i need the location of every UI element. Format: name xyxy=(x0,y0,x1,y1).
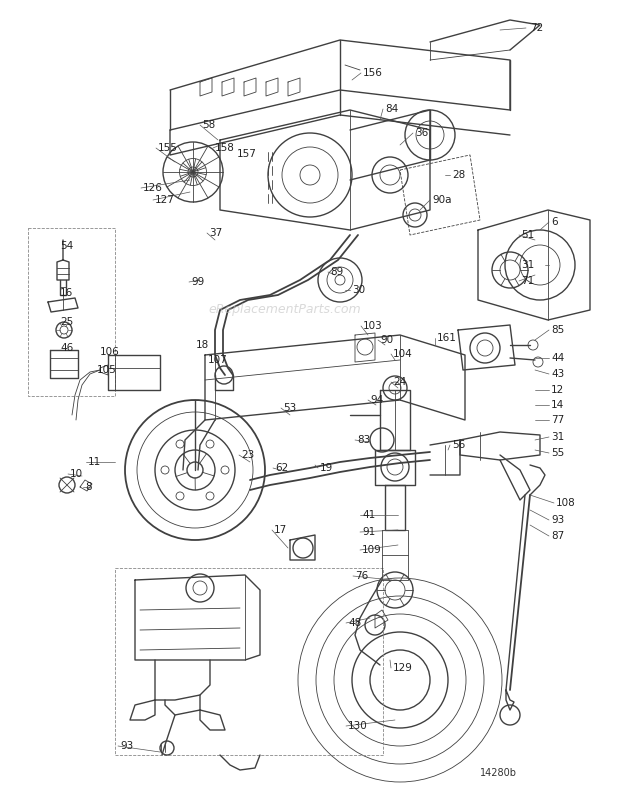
Text: 157: 157 xyxy=(237,149,257,159)
Text: 31: 31 xyxy=(521,260,534,270)
Text: 46: 46 xyxy=(60,343,73,353)
Text: 93: 93 xyxy=(120,741,133,751)
Text: 12: 12 xyxy=(551,385,564,395)
Text: 127: 127 xyxy=(155,195,175,205)
Text: 19: 19 xyxy=(320,463,334,473)
Text: 54: 54 xyxy=(60,241,73,251)
Text: 161: 161 xyxy=(437,333,457,343)
Text: 44: 44 xyxy=(551,353,564,363)
Text: 90a: 90a xyxy=(432,195,451,205)
Text: 10: 10 xyxy=(70,469,83,479)
Text: 58: 58 xyxy=(202,120,215,130)
Text: 107: 107 xyxy=(208,355,228,365)
Text: 126: 126 xyxy=(143,183,163,193)
Text: 62: 62 xyxy=(275,463,288,473)
Text: 55: 55 xyxy=(551,448,564,458)
Text: 23: 23 xyxy=(241,450,254,460)
Text: 156: 156 xyxy=(363,68,383,78)
Text: 16: 16 xyxy=(60,288,73,298)
Text: 93: 93 xyxy=(551,515,564,525)
Text: 53: 53 xyxy=(283,403,296,413)
Text: 99: 99 xyxy=(191,277,204,287)
Text: 129: 129 xyxy=(393,663,413,673)
Text: 24: 24 xyxy=(393,377,406,387)
Text: 25: 25 xyxy=(60,317,73,327)
Text: 84: 84 xyxy=(385,104,398,114)
Text: 76: 76 xyxy=(355,571,368,581)
Text: 89: 89 xyxy=(330,267,343,277)
Text: 17: 17 xyxy=(274,525,287,535)
Text: 8: 8 xyxy=(85,482,92,492)
Text: 56: 56 xyxy=(452,440,465,450)
Text: 130: 130 xyxy=(348,721,368,731)
Text: 48: 48 xyxy=(348,618,361,628)
Text: 77: 77 xyxy=(551,415,564,425)
Text: 28: 28 xyxy=(452,170,465,180)
Text: 155: 155 xyxy=(158,143,178,153)
Text: 14280b: 14280b xyxy=(480,768,517,778)
Text: 158: 158 xyxy=(215,143,235,153)
Text: 109: 109 xyxy=(362,545,382,555)
Text: 11: 11 xyxy=(88,457,101,467)
Text: 37: 37 xyxy=(209,228,222,238)
Text: 30: 30 xyxy=(352,285,365,295)
Text: 108: 108 xyxy=(556,498,576,508)
Text: 31: 31 xyxy=(551,432,564,442)
Text: 87: 87 xyxy=(551,531,564,541)
Text: 90: 90 xyxy=(380,335,393,345)
Text: 41: 41 xyxy=(362,510,375,520)
Text: 85: 85 xyxy=(551,325,564,335)
Text: 83: 83 xyxy=(357,435,370,445)
Text: 103: 103 xyxy=(363,321,383,331)
Text: 106: 106 xyxy=(100,347,120,357)
Text: eReplacementParts.com: eReplacementParts.com xyxy=(209,304,361,316)
Text: 104: 104 xyxy=(393,349,413,359)
Text: 71: 71 xyxy=(521,276,534,286)
Text: 105: 105 xyxy=(97,365,117,375)
Text: 51: 51 xyxy=(521,230,534,240)
Text: 43: 43 xyxy=(551,369,564,379)
Text: 14: 14 xyxy=(551,400,564,410)
Text: 36: 36 xyxy=(415,128,428,138)
Text: 18: 18 xyxy=(196,340,210,350)
Text: 6: 6 xyxy=(551,217,557,227)
Text: 91: 91 xyxy=(362,527,375,537)
Text: 94: 94 xyxy=(370,395,383,405)
Text: 72: 72 xyxy=(530,23,543,33)
